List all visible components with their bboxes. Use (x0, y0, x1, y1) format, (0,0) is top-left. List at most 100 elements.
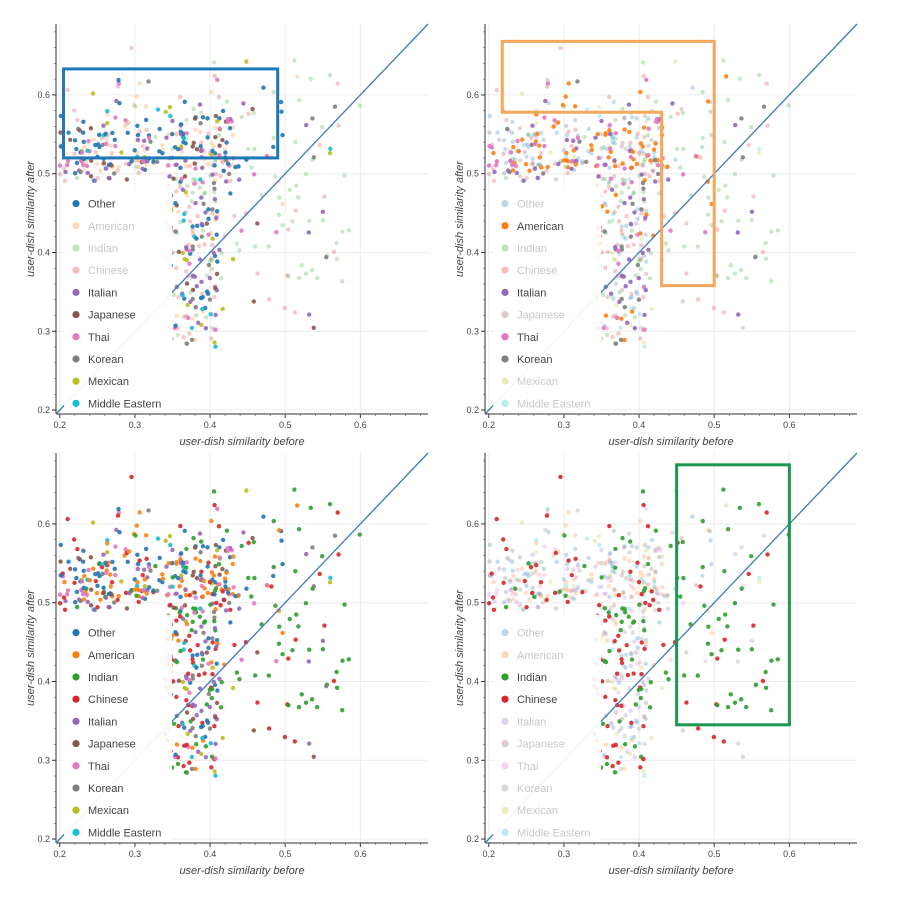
scatter-point (135, 579, 140, 585)
scatter-point (532, 141, 538, 147)
scatter-point (314, 275, 320, 281)
scatter-point (58, 113, 63, 119)
scatter-point (647, 173, 652, 179)
scatter-point (626, 257, 632, 262)
highlight-region (675, 463, 791, 727)
scatter-point (641, 769, 646, 774)
scatter-point (609, 187, 615, 192)
scatter-point (621, 545, 627, 550)
scatter-point (509, 591, 515, 597)
scatter-point (596, 104, 602, 110)
scatter-point (178, 551, 184, 556)
scatter-point (557, 589, 562, 594)
scatter-point (129, 45, 134, 51)
scatter-point (653, 569, 658, 574)
legend-entry-label: Chinese (517, 265, 557, 277)
scatter-point (507, 579, 512, 584)
scatter-point (108, 584, 114, 589)
scatter-point (123, 590, 129, 596)
scatter-point (286, 702, 291, 708)
scatter-point (529, 161, 535, 167)
scatter-point (636, 258, 641, 264)
scatter-point (633, 273, 639, 278)
scatter-point (595, 592, 600, 597)
scatter-point (673, 59, 678, 64)
legend-marker (72, 199, 80, 208)
x-tick-label: 0.6 (783, 420, 796, 430)
scatter-point (749, 218, 755, 223)
scatter-point (603, 189, 608, 194)
scatter-point (569, 595, 574, 600)
scatter-point (501, 580, 506, 585)
scatter-point (622, 127, 627, 132)
scatter-point (213, 135, 218, 140)
scatter-point (215, 119, 220, 124)
scatter-point (611, 603, 617, 608)
scatter-point (157, 126, 162, 132)
scatter-point (105, 537, 110, 543)
legend-marker (501, 355, 509, 363)
scatter-point (190, 190, 195, 196)
scatter-point (85, 148, 90, 153)
scatter-point (739, 586, 744, 591)
scatter-point (308, 76, 313, 81)
scatter-point (552, 118, 557, 123)
scatter-point (640, 489, 646, 494)
x-tick-label: 0.3 (558, 420, 571, 430)
scatter-point (292, 310, 298, 315)
scatter-point (193, 177, 198, 183)
scatter-point (212, 592, 217, 597)
scatter-point (306, 741, 312, 746)
scatter-point (185, 302, 190, 308)
x-tick-label: 0.2 (482, 420, 495, 430)
scatter-point (197, 686, 203, 691)
scatter-point (190, 316, 195, 321)
scatter-point (246, 540, 251, 546)
scatter-point (775, 657, 781, 662)
scatter-point (616, 261, 621, 266)
scatter-point (652, 608, 658, 613)
scatter-point (610, 568, 615, 574)
scatter-point (190, 673, 195, 678)
scatter-point (610, 560, 615, 565)
scatter-point (626, 185, 631, 190)
scatter-point (638, 695, 644, 701)
scatter-point (183, 141, 188, 146)
scatter-point (556, 161, 561, 167)
scatter-point (215, 77, 220, 83)
scatter-point (227, 125, 233, 131)
scatter-point (529, 590, 535, 596)
scatter-point (735, 312, 741, 317)
scatter-point (190, 619, 195, 625)
scatter-point (695, 673, 701, 678)
scatter-point (635, 216, 640, 222)
scatter-point (706, 195, 711, 200)
scatter-point (66, 130, 71, 135)
scatter-point (79, 150, 85, 155)
scatter-point (209, 765, 214, 770)
legend-entry-label: Other (517, 199, 545, 211)
scatter-point (765, 123, 770, 128)
scatter-point (542, 572, 547, 578)
scatter-point (324, 683, 329, 689)
scatter-point (494, 516, 499, 522)
scatter-point (190, 716, 196, 722)
scatter-point (77, 557, 82, 562)
scatter-point (749, 125, 754, 130)
scatter-point (740, 325, 745, 330)
scatter-point (508, 158, 514, 164)
scatter-point (646, 116, 651, 121)
scatter-point (103, 595, 109, 600)
scatter-point (618, 198, 623, 204)
scatter-point (487, 542, 492, 548)
scatter-point (213, 327, 218, 332)
scatter-point (187, 261, 192, 266)
scatter-point (87, 577, 92, 583)
scatter-point (634, 116, 639, 121)
scatter-point (612, 592, 618, 598)
scatter-point (296, 97, 302, 103)
scatter-point (508, 587, 513, 593)
scatter-point (573, 556, 578, 562)
scatter-point (65, 588, 71, 593)
scatter-point (630, 201, 635, 207)
